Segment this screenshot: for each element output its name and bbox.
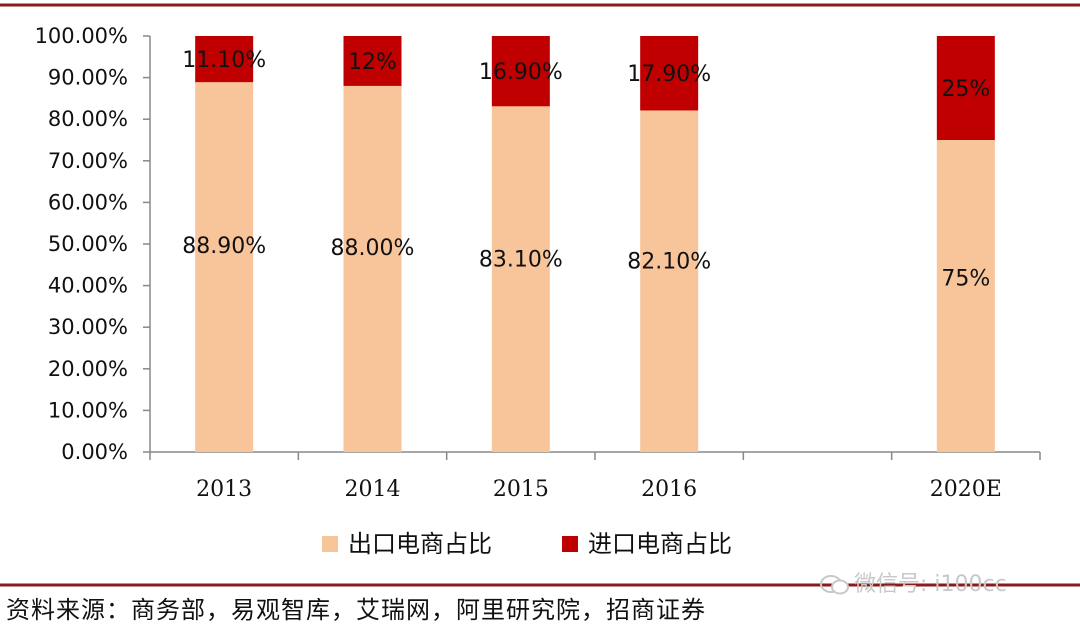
y-tick-label: 90.00% (48, 66, 128, 90)
legend: 出口电商占比 进口电商占比 (322, 530, 732, 558)
export-bar-segment (195, 82, 254, 453)
data-label: 88.00% (331, 236, 415, 261)
data-label: 83.10% (479, 247, 563, 272)
x-tick-label: 2016 (641, 477, 697, 502)
data-label: 17.90% (627, 62, 711, 87)
export-bar-segment (491, 106, 550, 452)
bars: 88.90% 11.10% 88.00% 12% 83.10% 16.90% 82.10% 1… (182, 36, 995, 453)
import-bar-segment (195, 36, 254, 83)
x-tick-label: 2013 (196, 477, 252, 502)
import-bar-segment (491, 36, 550, 107)
y-tick-label: 100.00% (35, 24, 128, 48)
export-bar-segment (343, 85, 402, 453)
y-tick-label: 30.00% (48, 315, 128, 339)
data-label: 11.10% (182, 48, 266, 73)
y-tick-label: 40.00% (48, 274, 128, 298)
y-tick-label: 20.00% (48, 357, 128, 381)
data-label: 75% (941, 266, 990, 291)
y-tick-label: 70.00% (48, 149, 128, 173)
x-tick-label: 2020E (930, 477, 1002, 502)
import-bar-segment (936, 36, 995, 140)
export-bar-segment (640, 110, 699, 453)
data-label: 12% (348, 50, 397, 75)
export-bar-segment (936, 140, 995, 452)
data-label: 88.90% (182, 234, 266, 259)
legend-label: 进口电商占比 (588, 530, 732, 558)
x-tick-label: 2015 (493, 477, 549, 502)
import-bar-segment (640, 36, 699, 111)
import-bar-segment (343, 36, 402, 86)
y-tick-label: 80.00% (48, 107, 128, 131)
legend-label: 出口电商占比 (348, 530, 492, 558)
y-tick-label: 60.00% (48, 190, 128, 214)
y-tick-label: 0.00% (61, 440, 128, 464)
y-tick-label: 50.00% (48, 232, 128, 256)
y-tick-label: 10.00% (48, 398, 128, 422)
legend-swatch (322, 536, 338, 552)
x-axis: 2013 2014 2015 2016 2020E (149, 451, 1041, 502)
watermark: 微信号: i100cc (820, 566, 1007, 598)
data-label: 16.90% (479, 60, 563, 85)
x-tick-label: 2014 (345, 477, 401, 502)
data-label: 82.10% (627, 250, 711, 275)
y-axis: 0.00% 10.00% 20.00% 30.00% 40.00% 50.00% 60.00… (35, 24, 151, 464)
legend-swatch (562, 536, 578, 552)
source-note: 资料来源：商务部，易观智库，艾瑞网，阿里研究院，招商证券 (6, 596, 706, 624)
wechat-icon (820, 575, 849, 595)
data-label: 25% (941, 77, 990, 102)
watermark-text: 微信号: i100cc (854, 572, 1007, 597)
